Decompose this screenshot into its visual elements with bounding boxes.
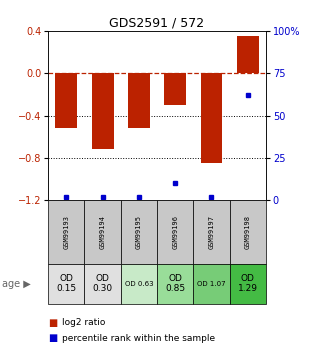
Bar [193, 264, 230, 304]
Bar [128, 73, 150, 128]
Text: GSM99195: GSM99195 [136, 215, 142, 249]
Text: OD 1.07: OD 1.07 [197, 281, 226, 287]
Bar [48, 200, 85, 264]
Text: GSM99193: GSM99193 [63, 215, 69, 249]
Text: GSM99197: GSM99197 [208, 215, 215, 249]
Bar [92, 73, 114, 149]
Bar [121, 200, 157, 264]
Bar [237, 36, 259, 73]
Text: log2 ratio: log2 ratio [62, 318, 105, 327]
Text: ■: ■ [48, 318, 58, 327]
Text: GSM99196: GSM99196 [172, 215, 178, 249]
Text: OD
0.30: OD 0.30 [93, 274, 113, 293]
Text: OD
0.85: OD 0.85 [165, 274, 185, 293]
Bar [230, 264, 266, 304]
Text: OD
1.29: OD 1.29 [238, 274, 258, 293]
Text: OD 0.63: OD 0.63 [125, 281, 153, 287]
Bar [157, 200, 193, 264]
Bar [85, 200, 121, 264]
Bar [193, 200, 230, 264]
Text: OD
0.15: OD 0.15 [56, 274, 77, 293]
Bar [85, 264, 121, 304]
Text: GSM99194: GSM99194 [100, 215, 106, 249]
Bar [201, 73, 222, 163]
Text: percentile rank within the sample: percentile rank within the sample [62, 334, 215, 343]
Text: GSM99198: GSM99198 [245, 215, 251, 249]
Title: GDS2591 / 572: GDS2591 / 572 [109, 17, 205, 30]
Text: ■: ■ [48, 333, 58, 343]
Bar [121, 264, 157, 304]
Bar [164, 73, 186, 105]
Bar [157, 264, 193, 304]
Text: age ▶: age ▶ [2, 279, 30, 289]
Bar [230, 200, 266, 264]
Bar [55, 73, 77, 128]
Bar [48, 264, 85, 304]
